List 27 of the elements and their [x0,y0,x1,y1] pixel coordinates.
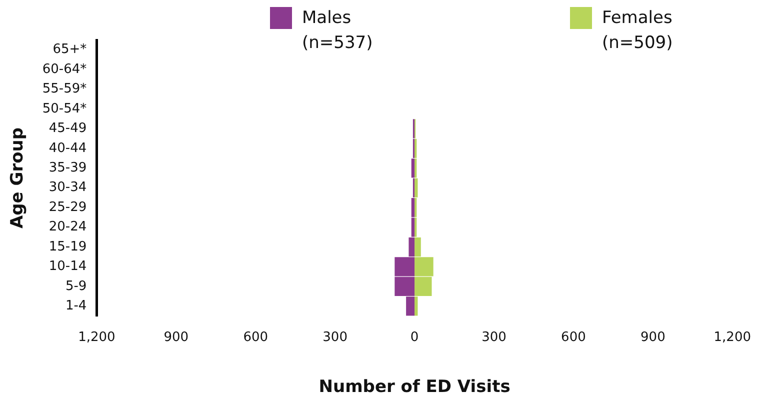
y-tick-label: 35-39 [48,160,87,176]
x-tick-label: 0 [410,330,419,346]
y-tick-label: 5-9 [65,278,87,294]
x-tick-label: 300 [322,330,348,346]
x-tick-label: 1,200 [714,330,751,346]
y-tick-label: 1-4 [65,298,87,314]
y-tick-label: 50-54* [42,101,88,116]
x-axis-title: Number of ED Visits [318,377,510,398]
y-tick-label: 15-19 [48,239,87,254]
x-tick-label: 600 [561,330,586,346]
legend-label: Females (n=509) [602,7,673,55]
y-tick-label: 10-14 [48,259,87,274]
y-tick-label: 65+* [52,42,88,58]
x-tick-label: 900 [164,330,189,346]
x-tick-label: 300 [482,330,506,346]
y-tick-label: 20-24 [48,220,87,235]
y-axis-title: Age Group [8,127,28,229]
y-tick-label: 60-64* [42,62,88,77]
y-tick-label: 45-49 [48,121,87,136]
legend-label: Males (n=537) [302,7,373,55]
x-tick-label: 900 [640,330,666,346]
y-tick-label: 40-44 [48,140,87,156]
y-tick-label: 30-34 [48,180,87,196]
y-tick-label: 25-29 [48,200,87,215]
x-tick-label: 600 [243,330,268,346]
y-tick-label: 55-59* [42,82,88,97]
x-tick-label: 1,200 [78,330,116,346]
